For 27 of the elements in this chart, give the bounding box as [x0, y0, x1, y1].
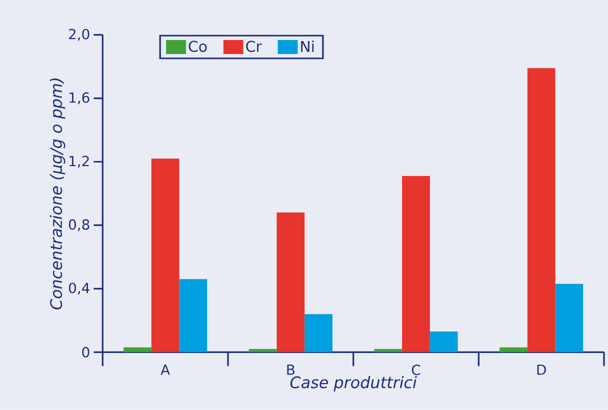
x-tick-label: C: [412, 364, 420, 376]
y-tick-label: 2,0: [69, 28, 90, 41]
y-tick-label: 0,4: [68, 282, 90, 295]
bar: [151, 158, 180, 352]
bar: [430, 332, 458, 352]
bar: [527, 68, 556, 352]
bar: [304, 314, 332, 352]
legend-label: Ni: [301, 40, 314, 52]
y-tick-label: 0,8: [68, 219, 90, 232]
y-tick-label: 0: [82, 346, 90, 358]
x-tick-label: D: [537, 364, 546, 375]
y-axis-title: Concentrazione (µg/g o ppm): [50, 78, 66, 310]
x-tick-label: B: [287, 364, 294, 375]
bar: [248, 349, 277, 352]
x-axis-title: Case produttrici: [290, 376, 417, 392]
y-tick-label: 1,6: [70, 92, 90, 104]
bar: [124, 347, 152, 352]
bar: [555, 284, 584, 352]
bar: [179, 279, 208, 352]
legend-label: Cr: [246, 40, 262, 52]
x-tick-label: A: [160, 364, 170, 375]
bar: [402, 176, 430, 352]
bar: [500, 347, 528, 352]
bar: [374, 349, 402, 352]
bar: [276, 212, 305, 352]
y-tick-label: 1,2: [70, 156, 89, 168]
legend-label: Co: [188, 40, 207, 52]
